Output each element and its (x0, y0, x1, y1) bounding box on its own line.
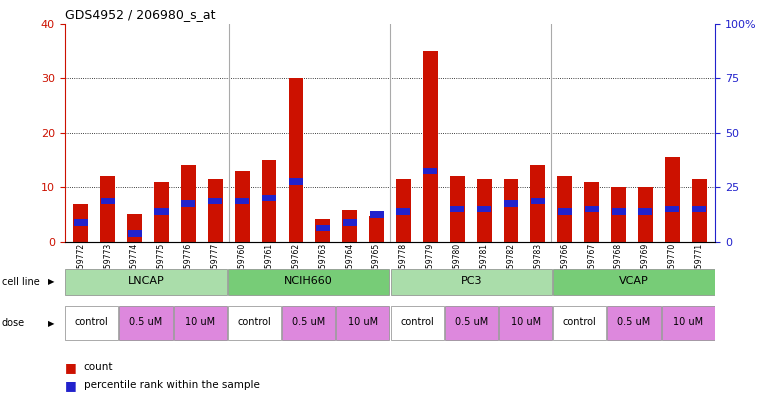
Bar (100, 198, 115, 204)
Bar (530, 165, 546, 242)
Bar (504, 179, 518, 242)
Bar (315, 219, 330, 242)
Bar (444, 307, 498, 340)
Bar (584, 182, 599, 242)
Bar (154, 208, 168, 215)
Bar (607, 307, 661, 340)
Bar (65, 307, 119, 340)
Bar (100, 176, 115, 242)
Bar (553, 269, 715, 295)
Bar (342, 210, 357, 242)
Text: 0.5 uM: 0.5 uM (617, 318, 651, 327)
Bar (342, 219, 357, 226)
Text: ▶: ▶ (48, 277, 55, 286)
Text: NCIH660: NCIH660 (285, 276, 333, 286)
Text: ■: ■ (65, 361, 76, 374)
Bar (451, 206, 464, 212)
Bar (665, 157, 680, 242)
Text: control: control (237, 318, 272, 327)
Bar (234, 171, 250, 242)
Bar (693, 206, 706, 212)
Bar (65, 269, 227, 295)
Bar (228, 307, 281, 340)
Bar (558, 208, 572, 215)
Bar (390, 269, 552, 295)
Bar (557, 176, 572, 242)
Bar (262, 195, 276, 201)
Text: 0.5 uM: 0.5 uM (129, 318, 163, 327)
Bar (423, 51, 438, 242)
Bar (692, 179, 707, 242)
Text: 0.5 uM: 0.5 uM (455, 318, 488, 327)
Text: 10 uM: 10 uM (673, 318, 703, 327)
Bar (288, 78, 304, 242)
Bar (74, 219, 88, 226)
Text: dose: dose (2, 318, 24, 328)
Bar (181, 165, 196, 242)
Bar (181, 200, 196, 207)
Bar (638, 187, 653, 242)
Bar (128, 230, 142, 237)
Text: 10 uM: 10 uM (348, 318, 378, 327)
Bar (661, 307, 715, 340)
Text: percentile rank within the sample: percentile rank within the sample (84, 380, 260, 390)
Bar (396, 208, 410, 215)
Text: control: control (563, 318, 597, 327)
Bar (477, 206, 491, 212)
Text: GDS4952 / 206980_s_at: GDS4952 / 206980_s_at (65, 8, 215, 21)
Bar (396, 179, 411, 242)
Bar (262, 160, 276, 242)
Text: 10 uM: 10 uM (185, 318, 215, 327)
Bar (127, 215, 142, 242)
Bar (369, 215, 384, 242)
Bar (73, 204, 88, 242)
Bar (450, 176, 465, 242)
Bar (638, 208, 652, 215)
Bar (584, 206, 599, 212)
Bar (611, 187, 626, 242)
Text: control: control (400, 318, 434, 327)
Bar (228, 269, 390, 295)
Bar (499, 307, 552, 340)
Bar (289, 178, 303, 185)
Text: 10 uM: 10 uM (511, 318, 540, 327)
Bar (370, 211, 384, 218)
Bar (209, 198, 222, 204)
Bar (119, 307, 173, 340)
Text: 0.5 uM: 0.5 uM (292, 318, 325, 327)
Bar (612, 208, 626, 215)
Bar (154, 182, 169, 242)
Text: control: control (75, 318, 109, 327)
Bar (235, 198, 249, 204)
Bar (282, 307, 336, 340)
Bar (316, 225, 330, 231)
Text: ■: ■ (65, 378, 76, 392)
Bar (504, 200, 518, 207)
Text: count: count (84, 362, 113, 373)
Bar (336, 307, 390, 340)
Bar (476, 179, 492, 242)
Bar (390, 307, 444, 340)
Bar (423, 167, 438, 174)
Bar (531, 198, 545, 204)
Text: LNCAP: LNCAP (128, 276, 164, 286)
Bar (553, 307, 607, 340)
Bar (665, 206, 680, 212)
Text: PC3: PC3 (460, 276, 482, 286)
Text: VCAP: VCAP (619, 276, 649, 286)
Text: ▶: ▶ (48, 319, 55, 328)
Text: cell line: cell line (2, 277, 40, 287)
Bar (174, 307, 227, 340)
Bar (208, 179, 223, 242)
